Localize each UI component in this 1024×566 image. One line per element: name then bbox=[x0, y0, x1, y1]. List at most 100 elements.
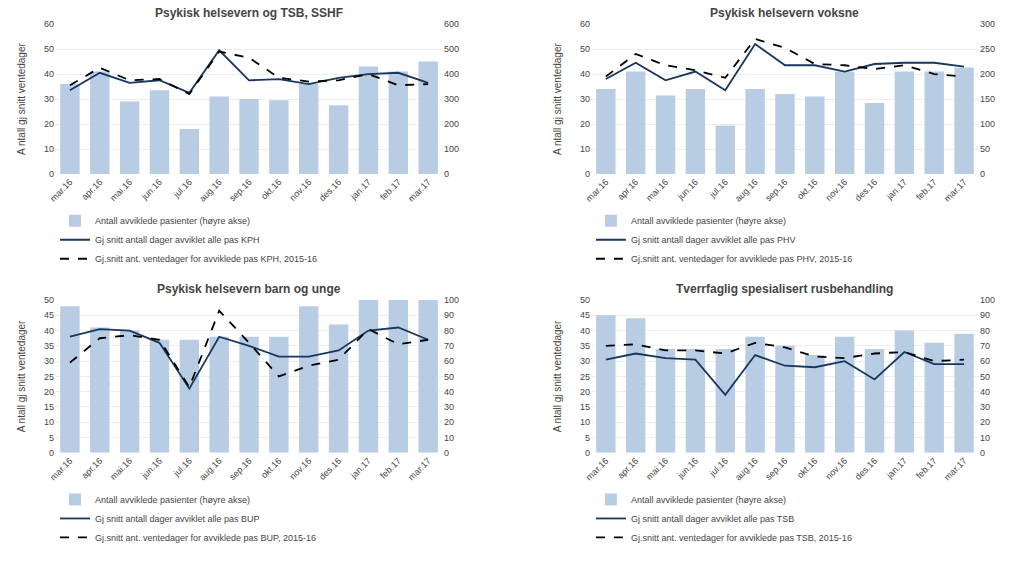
svg-text:sep.16: sep.16 bbox=[227, 456, 253, 482]
svg-text:Tverrfaglig spesialisert rusbe: Tverrfaglig spesialisert rusbehandling bbox=[676, 282, 893, 296]
svg-text:jul.16: jul.16 bbox=[707, 177, 730, 200]
svg-text:30: 30 bbox=[980, 402, 990, 412]
svg-text:apr.16: apr.16 bbox=[80, 177, 105, 202]
svg-text:mar.16: mar.16 bbox=[584, 456, 611, 483]
svg-text:mai.16: mai.16 bbox=[108, 456, 134, 482]
svg-text:0: 0 bbox=[444, 448, 449, 458]
svg-text:des.16: des.16 bbox=[853, 177, 879, 203]
svg-text:Antall avviklede pasienter (hø: Antall avviklede pasienter (høyre akse) bbox=[631, 216, 786, 226]
svg-text:10: 10 bbox=[580, 417, 590, 427]
svg-text:10: 10 bbox=[444, 433, 454, 443]
svg-text:nov.16: nov.16 bbox=[824, 456, 850, 482]
svg-text:Gj.snitt ant. ventedager for a: Gj.snitt ant. ventedager for avviklede p… bbox=[631, 533, 852, 543]
svg-text:10: 10 bbox=[980, 433, 990, 443]
svg-text:10: 10 bbox=[44, 417, 54, 427]
svg-text:0: 0 bbox=[49, 169, 54, 179]
svg-text:sep.16: sep.16 bbox=[227, 177, 253, 203]
svg-text:20: 20 bbox=[444, 417, 454, 427]
svg-text:50: 50 bbox=[444, 372, 454, 382]
svg-text:200: 200 bbox=[444, 119, 459, 129]
svg-text:90: 90 bbox=[980, 310, 990, 320]
svg-text:60: 60 bbox=[980, 356, 990, 366]
svg-text:30: 30 bbox=[44, 94, 54, 104]
svg-text:Psykisk helsevern og TSB, SSHF: Psykisk helsevern og TSB, SSHF bbox=[155, 6, 343, 20]
svg-text:Gj.snitt ant. ventedager for a: Gj.snitt ant. ventedager for avviklede p… bbox=[95, 533, 316, 543]
svg-text:nov.16: nov.16 bbox=[288, 456, 314, 482]
svg-text:80: 80 bbox=[444, 326, 454, 336]
svg-text:5: 5 bbox=[49, 433, 54, 443]
svg-text:50: 50 bbox=[44, 295, 54, 305]
svg-text:apr.16: apr.16 bbox=[80, 456, 105, 481]
svg-text:mar.17: mar.17 bbox=[406, 177, 433, 204]
svg-text:50: 50 bbox=[580, 295, 590, 305]
svg-text:jan.17: jan.17 bbox=[884, 177, 909, 202]
svg-text:20: 20 bbox=[44, 387, 54, 397]
svg-text:Antall avviklede pasienter (hø: Antall avviklede pasienter (høyre akse) bbox=[95, 495, 250, 505]
svg-text:jul.16: jul.16 bbox=[171, 456, 194, 479]
svg-text:25: 25 bbox=[44, 372, 54, 382]
svg-text:20: 20 bbox=[580, 119, 590, 129]
svg-text:mai.16: mai.16 bbox=[108, 177, 134, 203]
svg-text:jun.16: jun.16 bbox=[675, 456, 700, 481]
svg-text:apr.16: apr.16 bbox=[616, 456, 641, 481]
svg-text:50: 50 bbox=[980, 144, 990, 154]
svg-text:40: 40 bbox=[580, 326, 590, 336]
svg-text:50: 50 bbox=[44, 44, 54, 54]
svg-text:mar.17: mar.17 bbox=[942, 177, 969, 204]
svg-text:35: 35 bbox=[580, 341, 590, 351]
svg-text:jun.16: jun.16 bbox=[139, 456, 164, 481]
svg-text:15: 15 bbox=[580, 402, 590, 412]
svg-text:des.16: des.16 bbox=[317, 177, 343, 203]
svg-text:okt.16: okt.16 bbox=[259, 456, 283, 480]
svg-text:Gj snitt antall dager avviklet: Gj snitt antall dager avviklet alle pas … bbox=[631, 514, 794, 524]
svg-text:jan.17: jan.17 bbox=[884, 456, 909, 481]
svg-text:500: 500 bbox=[444, 44, 459, 54]
svg-text:feb.17: feb.17 bbox=[378, 177, 403, 202]
svg-text:45: 45 bbox=[580, 310, 590, 320]
svg-text:Psykisk helsevern voksne: Psykisk helsevern voksne bbox=[710, 6, 859, 20]
svg-text:jul.16: jul.16 bbox=[171, 177, 194, 200]
svg-text:feb.17: feb.17 bbox=[914, 456, 939, 481]
svg-text:mar.16: mar.16 bbox=[584, 177, 611, 204]
svg-text:mar.16: mar.16 bbox=[48, 456, 75, 483]
svg-text:5: 5 bbox=[585, 433, 590, 443]
svg-text:Antall avviklede pasienter (hø: Antall avviklede pasienter (høyre akse) bbox=[631, 495, 786, 505]
svg-text:0: 0 bbox=[444, 169, 449, 179]
svg-text:60: 60 bbox=[580, 19, 590, 29]
svg-text:mar.17: mar.17 bbox=[406, 456, 433, 483]
svg-text:des.16: des.16 bbox=[853, 456, 879, 482]
svg-text:apr.16: apr.16 bbox=[616, 177, 641, 202]
svg-text:jan.17: jan.17 bbox=[348, 177, 373, 202]
svg-text:90: 90 bbox=[444, 310, 454, 320]
svg-text:mai.16: mai.16 bbox=[644, 456, 670, 482]
svg-text:30: 30 bbox=[580, 356, 590, 366]
svg-text:nov.16: nov.16 bbox=[288, 177, 314, 203]
svg-text:30: 30 bbox=[444, 402, 454, 412]
svg-text:35: 35 bbox=[44, 341, 54, 351]
svg-text:60: 60 bbox=[44, 19, 54, 29]
svg-text:A ntall gj snitt ventedager: A ntall gj snitt ventedager bbox=[16, 320, 27, 432]
svg-text:0: 0 bbox=[980, 169, 985, 179]
svg-text:400: 400 bbox=[444, 69, 459, 79]
svg-text:15: 15 bbox=[44, 402, 54, 412]
svg-text:200: 200 bbox=[980, 69, 995, 79]
svg-text:100: 100 bbox=[444, 144, 459, 154]
svg-text:60: 60 bbox=[444, 356, 454, 366]
svg-text:40: 40 bbox=[444, 387, 454, 397]
svg-text:100: 100 bbox=[444, 295, 459, 305]
svg-text:aug.16: aug.16 bbox=[733, 456, 760, 483]
svg-text:25: 25 bbox=[580, 372, 590, 382]
svg-text:des.16: des.16 bbox=[317, 456, 343, 482]
svg-text:aug.16: aug.16 bbox=[197, 456, 224, 483]
svg-text:A ntall gj snitt ventedager: A ntall gj snitt ventedager bbox=[552, 43, 563, 155]
svg-text:70: 70 bbox=[980, 341, 990, 351]
svg-text:A ntall gj snitt ventedager: A ntall gj snitt ventedager bbox=[552, 320, 563, 432]
svg-text:A ntall gj snitt ventedager: A ntall gj snitt ventedager bbox=[16, 43, 27, 155]
svg-text:50: 50 bbox=[980, 372, 990, 382]
svg-text:jan.17: jan.17 bbox=[348, 456, 373, 481]
svg-text:30: 30 bbox=[580, 94, 590, 104]
svg-text:Gj.snitt ant. ventedager for a: Gj.snitt ant. ventedager for avviklede p… bbox=[631, 254, 852, 264]
svg-text:okt.16: okt.16 bbox=[259, 177, 283, 201]
svg-text:mai.16: mai.16 bbox=[644, 177, 670, 203]
svg-text:0: 0 bbox=[585, 169, 590, 179]
